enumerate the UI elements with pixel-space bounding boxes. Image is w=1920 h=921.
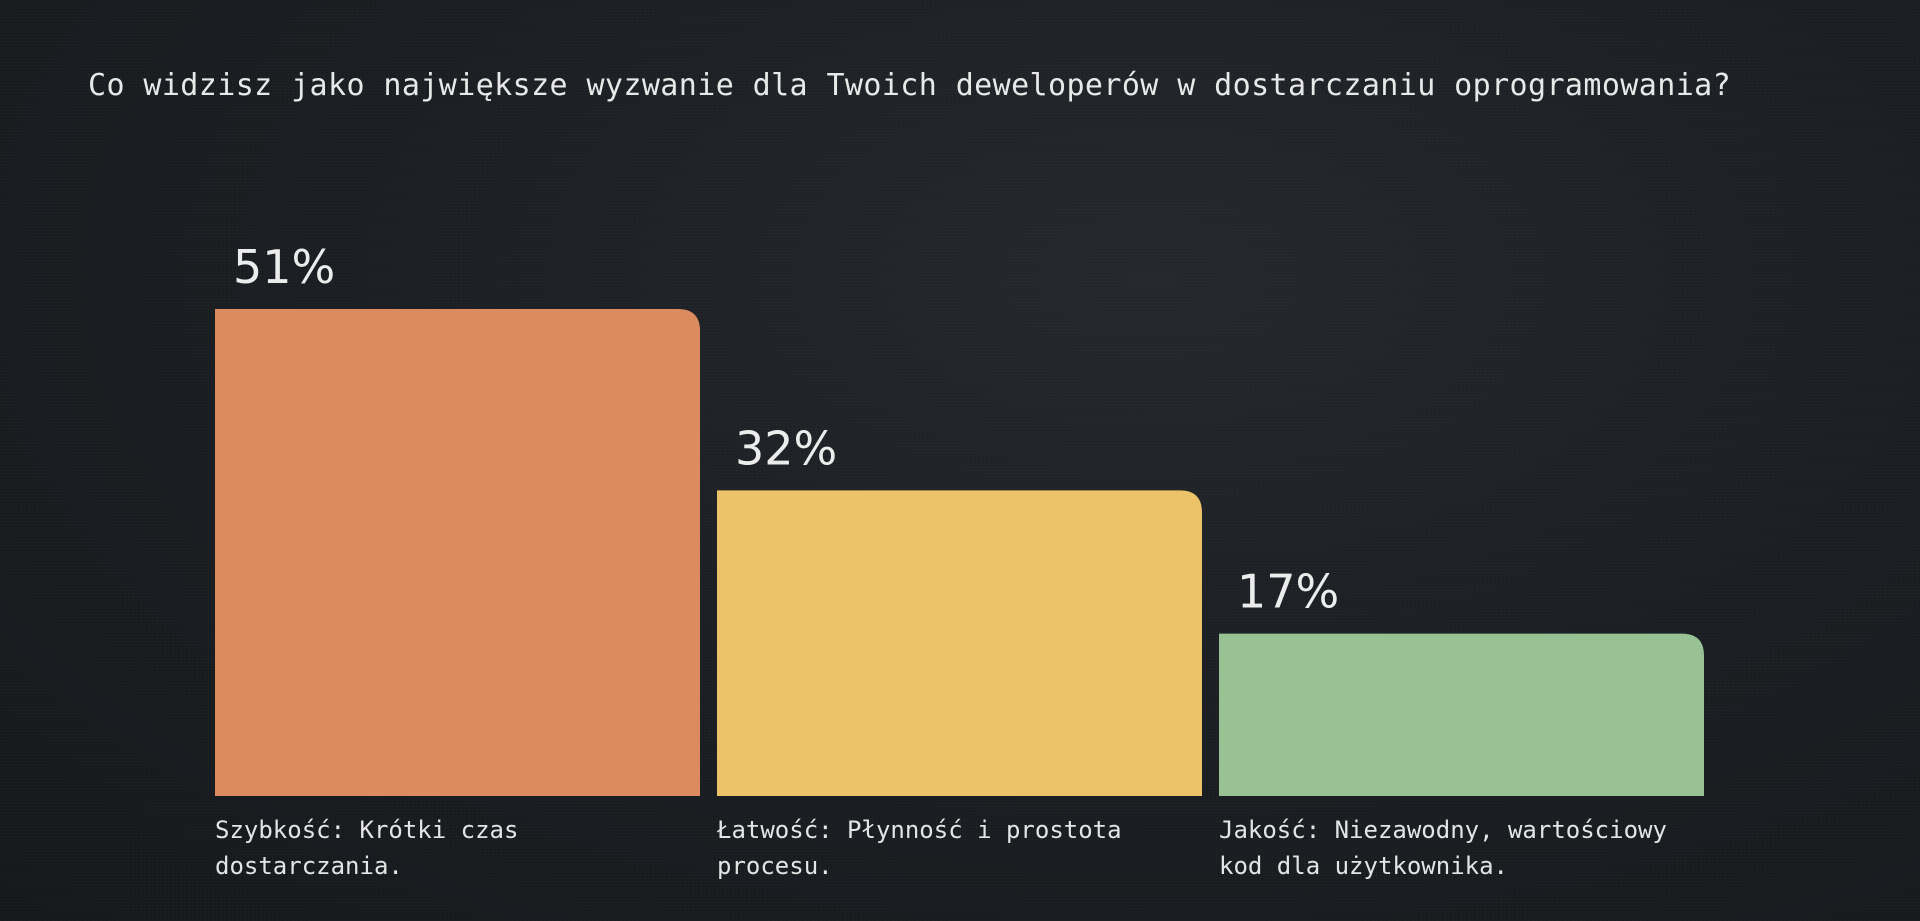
category-label-line: Łatwość: Płynność i prostota <box>717 816 1122 844</box>
bar-3 <box>1219 633 1704 796</box>
category-label-line: Jakość: Niezawodny, wartościowy <box>1219 816 1667 844</box>
bar-value-label-1: 51% <box>233 240 335 294</box>
category-label-line: procesu. <box>717 852 833 880</box>
category-label-2: Łatwość: Płynność i prostota procesu. <box>717 812 1177 884</box>
bar-value-label-3: 17% <box>1237 565 1339 619</box>
category-label-line: Szybkość: Krótki czas <box>215 816 519 844</box>
category-label-1: Szybkość: Krótki czas dostarczania. <box>215 812 675 884</box>
category-label-line: dostarczania. <box>215 852 403 880</box>
category-label-line: kod dla użytkownika. <box>1219 852 1508 880</box>
category-label-3: Jakość: Niezawodny, wartościowy kod dla u… <box>1219 812 1679 884</box>
chart-title: Co widzisz jako największe wyzwanie dla … <box>88 68 1732 103</box>
bar-1 <box>215 309 700 796</box>
bar-value-label-2: 32% <box>735 421 837 475</box>
bar-2 <box>717 490 1202 796</box>
